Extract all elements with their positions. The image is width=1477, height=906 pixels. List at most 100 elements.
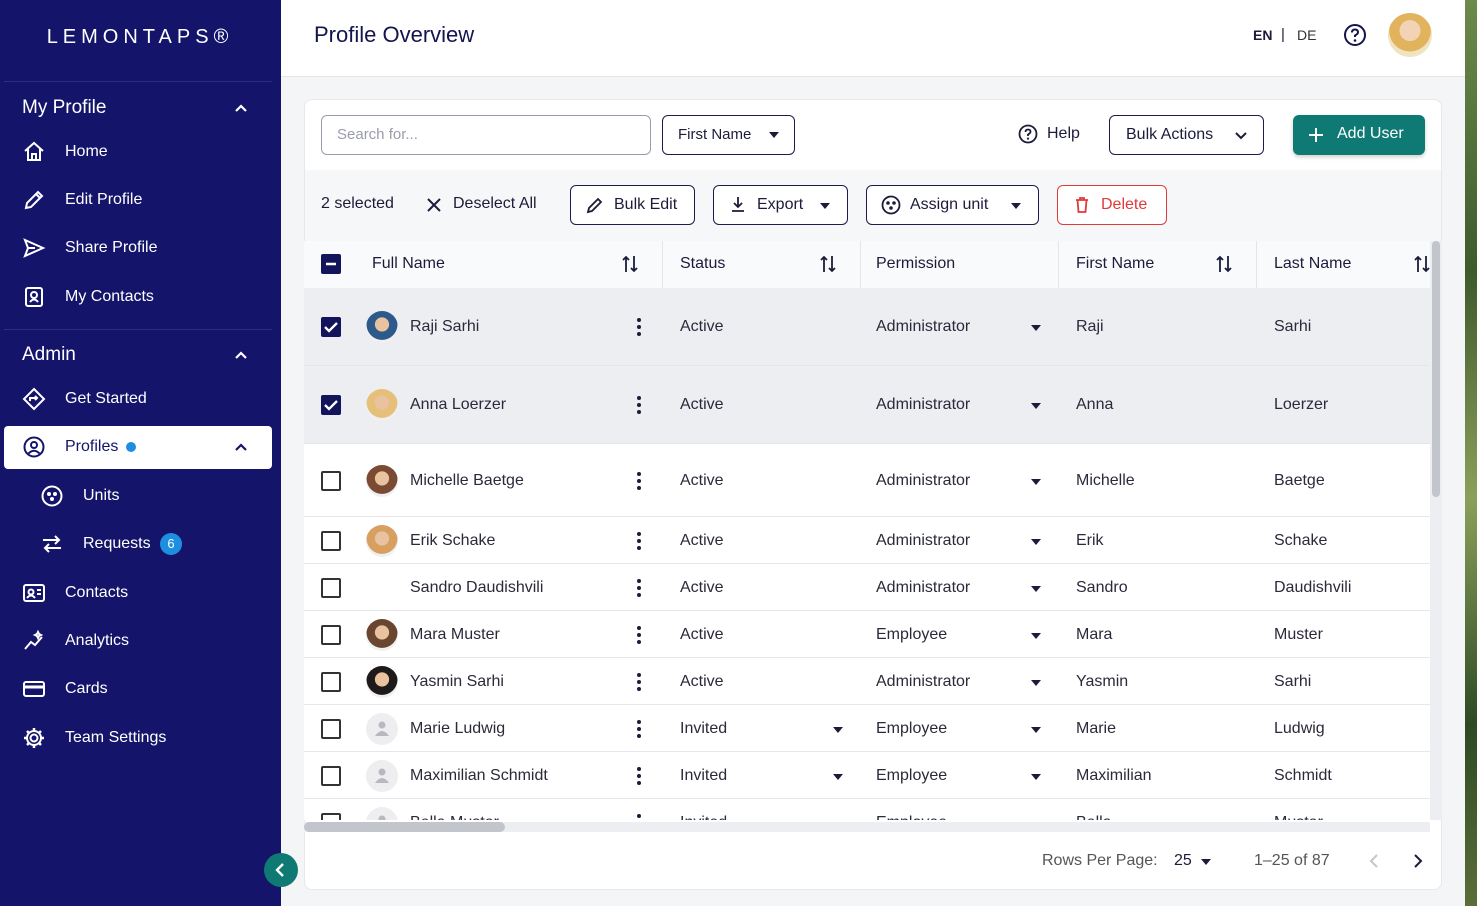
more-icon xyxy=(637,471,641,490)
full-name: Marie Ludwig xyxy=(410,719,506,737)
active-item-bg[interactable] xyxy=(4,426,272,469)
table-row[interactable]: Erik Schake Active Administrator Erik Schake xyxy=(304,517,1430,564)
nav-item[interactable]: Units xyxy=(83,487,120,504)
assign-button[interactable]: Assign unit xyxy=(866,185,1039,225)
column-header[interactable]: Full Name xyxy=(372,255,445,272)
section-title[interactable]: Admin xyxy=(22,344,76,365)
last-name: Sarhi xyxy=(1274,318,1312,335)
nav-item[interactable]: Requests xyxy=(83,535,151,552)
row-checkbox[interactable] xyxy=(321,765,341,786)
add-user-button[interactable]: Add User xyxy=(1293,115,1425,155)
nav-item[interactable]: Analytics xyxy=(65,632,130,649)
column-header[interactable]: Last Name xyxy=(1274,255,1352,272)
dropdown-caret xyxy=(1031,538,1041,545)
dropdown-caret xyxy=(1031,325,1041,331)
chevron-left-icon xyxy=(275,863,284,877)
v-scrollbar[interactable] xyxy=(1430,241,1442,820)
status: Active xyxy=(680,531,724,549)
dropdown-caret xyxy=(1031,679,1041,686)
delete-button[interactable]: Delete xyxy=(1057,185,1167,225)
language-option[interactable]: DE xyxy=(1297,27,1317,43)
filter-dropdown[interactable]: First Name xyxy=(662,115,795,155)
v-scroll-thumb[interactable] xyxy=(1432,241,1440,497)
dropdown-caret xyxy=(769,132,779,138)
nav-item[interactable]: Team Settings xyxy=(65,729,167,746)
row-checkbox[interactable] xyxy=(321,577,341,598)
background-image-strip xyxy=(1465,0,1477,906)
chevron-up xyxy=(235,351,247,359)
bulk-actions-button[interactable]: Bulk Actions xyxy=(1109,115,1264,155)
nav-item[interactable]: Contacts xyxy=(65,584,129,601)
help-link[interactable]: Help xyxy=(1047,125,1080,142)
table-row[interactable]: Sandro Daudishvili Active Administrator San… xyxy=(304,564,1430,611)
nav-icon xyxy=(23,584,45,602)
language-separator: | xyxy=(1281,26,1285,43)
table-row[interactable]: Marie Ludwig Invited Employee Marie Ludwig xyxy=(304,705,1430,752)
table-row[interactable]: Mara Muster Active Employee Mara Muster xyxy=(304,611,1430,658)
more-icon xyxy=(637,719,641,738)
status: Active xyxy=(680,471,724,489)
row-checkbox[interactable] xyxy=(321,395,341,415)
dropdown-caret xyxy=(1031,403,1041,409)
status: Active xyxy=(680,396,724,413)
h-scroll-thumb[interactable] xyxy=(304,822,505,832)
full-name: Yasmin Sarhi xyxy=(410,672,504,690)
filter-label: First Name xyxy=(678,126,752,143)
full-name: Maximilian Schmidt xyxy=(410,766,548,784)
first-name: Sandro xyxy=(1076,578,1128,596)
status: Invited xyxy=(680,813,727,821)
row-checkbox[interactable] xyxy=(321,624,341,645)
table-row[interactable]: Bella Muster Invited Employee Bella Muster xyxy=(304,799,1430,820)
next-page xyxy=(1414,854,1423,868)
column-header[interactable]: Permission xyxy=(876,255,956,272)
table-row[interactable]: Anna Loerzer Active Administrator Anna Loerz… xyxy=(304,366,1430,444)
table-row[interactable]: Yasmin Sarhi Active Administrator Yasmin Sar… xyxy=(304,658,1430,705)
first-name: Mara xyxy=(1076,625,1113,643)
first-name: Michelle xyxy=(1076,471,1135,489)
permission: Administrator xyxy=(876,471,971,489)
h-scrollbar[interactable] xyxy=(304,822,1430,832)
table-row[interactable]: Maximilian Schmidt Invited Employee Maximil… xyxy=(304,752,1430,799)
edit-button[interactable]: Bulk Edit xyxy=(570,185,695,225)
header-bar xyxy=(281,0,1465,77)
dropdown-caret xyxy=(1031,726,1041,733)
nav-item[interactable]: Cards xyxy=(65,680,108,697)
export-button[interactable]: Export xyxy=(713,185,848,225)
full-name: Anna Loerzer xyxy=(410,396,507,413)
deselect-all[interactable]: Deselect All xyxy=(453,195,537,212)
nav-item[interactable]: Home xyxy=(65,143,108,160)
button-label: Add User xyxy=(1337,125,1404,142)
full-name: Mara Muster xyxy=(410,625,500,643)
select-all-checkbox[interactable] xyxy=(321,254,341,274)
table-row[interactable]: Michelle Baetge Active Administrator Michel… xyxy=(304,444,1430,517)
close-icon xyxy=(427,198,441,212)
row-checkbox[interactable] xyxy=(321,718,341,739)
table-row[interactable]: Raji Sarhi Active Administrator Raji Sarhi xyxy=(304,288,1430,366)
nav-item[interactable]: Profiles xyxy=(65,438,119,455)
nav-item[interactable]: My Contacts xyxy=(65,288,154,305)
language-option[interactable]: EN xyxy=(1253,27,1273,43)
row-checkbox[interactable] xyxy=(321,470,341,491)
collapse-button[interactable] xyxy=(264,853,298,887)
button-label: Bulk Actions xyxy=(1126,126,1214,143)
column-header[interactable]: First Name xyxy=(1076,255,1155,272)
full-name: Erik Schake xyxy=(410,531,496,549)
section-title[interactable]: My Profile xyxy=(22,97,107,118)
nav-icon xyxy=(41,485,63,507)
row-checkbox[interactable] xyxy=(321,671,341,692)
search-input[interactable]: Search for... xyxy=(321,115,651,155)
rows-per-page-select[interactable]: 25 xyxy=(1174,852,1192,869)
row-checkbox[interactable] xyxy=(321,530,341,551)
avatar xyxy=(366,464,398,497)
user-avatar[interactable] xyxy=(1388,13,1432,57)
row-checkbox[interactable] xyxy=(321,317,341,337)
sidebar-divider xyxy=(4,81,272,82)
avatar xyxy=(366,389,398,421)
nav-item[interactable]: Share Profile xyxy=(65,239,158,256)
last-name: Loerzer xyxy=(1274,396,1329,413)
column-header[interactable]: Status xyxy=(680,255,726,272)
nav-item[interactable]: Get Started xyxy=(65,390,147,407)
nav-icon xyxy=(43,535,61,553)
row-checkbox[interactable] xyxy=(321,812,341,820)
nav-item[interactable]: Edit Profile xyxy=(65,191,143,208)
